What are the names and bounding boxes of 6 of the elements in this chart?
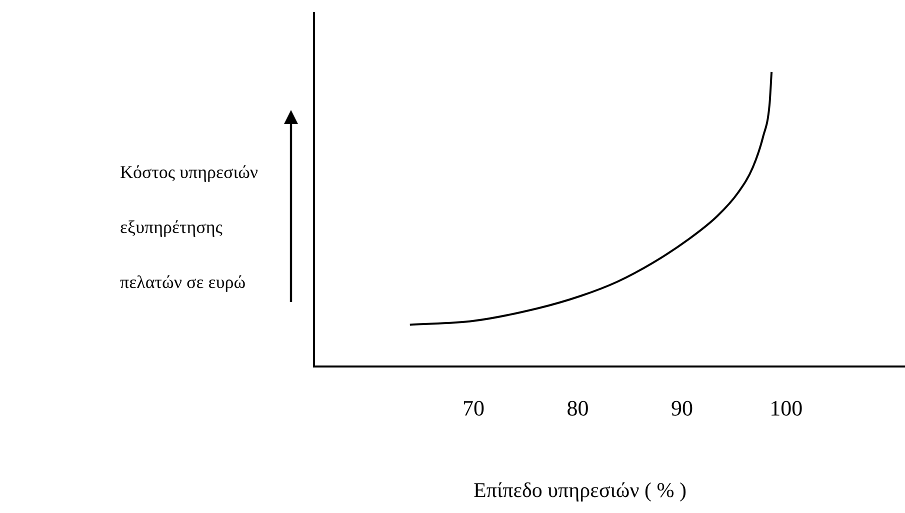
x-tick-label: 70 xyxy=(462,396,484,421)
x-tick-label: 90 xyxy=(670,396,693,421)
x-tick-label: 80 xyxy=(566,396,589,421)
x-axis-title: Επίπεδο υπηρεσιών ( % ) xyxy=(472,478,688,503)
x-tick-label: 100 xyxy=(770,396,803,421)
text: Κόστος υπηρεσιών εξυπηρέτησης πελατών σε ευρώ xyxy=(120,162,258,292)
